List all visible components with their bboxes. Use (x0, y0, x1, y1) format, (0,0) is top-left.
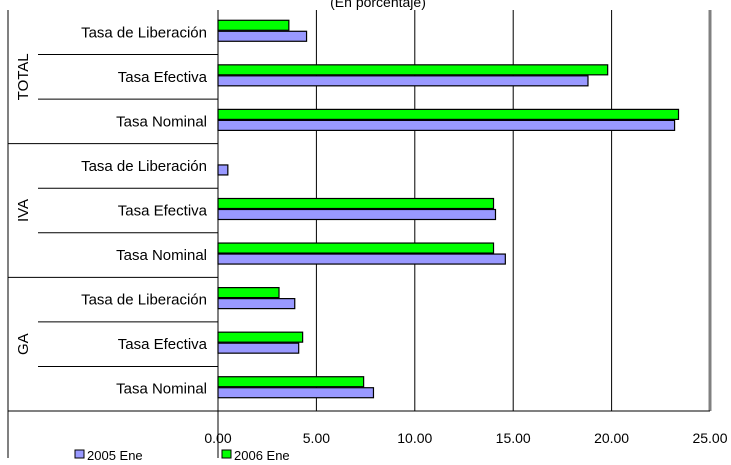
bar-2006-ene (217, 287, 280, 299)
x-tick-label: 25.00 (692, 430, 727, 446)
x-axis-ticks: 0.00 5.00 10.00 15.00 20.00 25.00 (204, 430, 727, 446)
bar-2005-ene (217, 253, 506, 265)
category-label: Tasa Efectiva (118, 336, 208, 353)
bar-2005-ene (217, 387, 375, 399)
bar-2006-ene (217, 64, 609, 76)
category-label: Tasa de Liberación (81, 292, 207, 309)
legend-label: 2005 Ene (87, 448, 143, 463)
bar-2005-ene (217, 298, 296, 310)
category-label: Tasa de Liberación (81, 24, 207, 41)
category-label: Tasa de Liberación (81, 158, 207, 175)
legend-swatch (221, 449, 232, 459)
group-label: IVA (15, 199, 32, 222)
plot-frame (7, 10, 712, 458)
category-label: Tasa Efectiva (118, 203, 208, 220)
bar-2005-ene (217, 164, 229, 176)
bar-2005-ene (217, 208, 497, 221)
legend: 2005 Ene 2006 Ene (74, 448, 290, 463)
x-tick-label: 5.00 (303, 430, 330, 446)
x-tick-label: 20.00 (594, 430, 629, 446)
x-tick-label: 15.00 (496, 430, 531, 446)
legend-swatch (74, 449, 85, 459)
x-tick-label: 0.00 (204, 430, 231, 446)
x-tick-label: 10.00 (397, 430, 432, 446)
legend-label: 2006 Ene (234, 448, 290, 463)
bar-2006-ene (217, 376, 365, 388)
chart-title-fragment: (En porcentaje) (330, 0, 426, 10)
bar-2005-ene (217, 119, 676, 131)
bar-2006-ene (217, 108, 680, 120)
category-label: Tasa Efectiva (118, 69, 208, 86)
bar-2006-ene (217, 331, 304, 343)
bar-2005-ene (217, 342, 300, 354)
bar-2005-ene (217, 75, 589, 87)
bar-2006-ene (217, 197, 495, 210)
category-labels: TOTAL Tasa de Liberación Tasa Efectiva Tasa… (15, 24, 208, 397)
bar-2006-ene (217, 242, 495, 254)
bar-2005-ene (217, 30, 308, 42)
bar-2006-ene (217, 19, 290, 31)
bars (217, 19, 680, 399)
group-label: GA (15, 333, 32, 355)
group-label: TOTAL (15, 53, 32, 100)
category-label: Tasa Nominal (116, 247, 207, 264)
category-label: Tasa Nominal (116, 113, 207, 130)
category-label: Tasa Nominal (116, 381, 207, 398)
